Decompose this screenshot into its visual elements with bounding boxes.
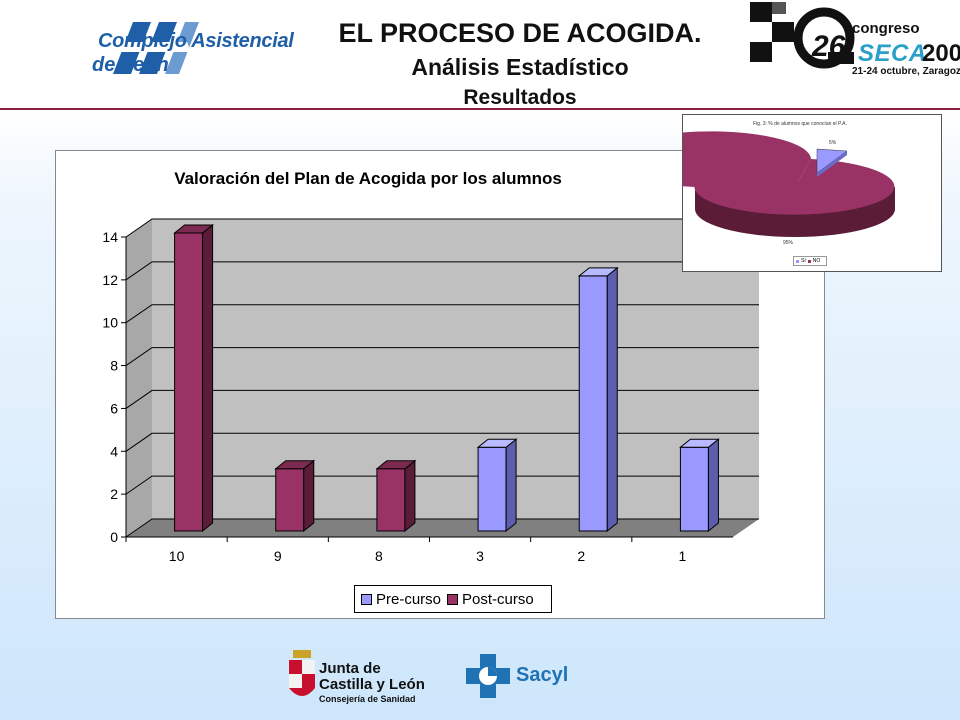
legend-label-post: Post-curso bbox=[462, 590, 534, 608]
sacyl-logo-mark bbox=[466, 654, 510, 698]
pie-legend-label-si: SI bbox=[801, 258, 806, 264]
section-heading: Resultados bbox=[463, 86, 577, 109]
gridline bbox=[125, 389, 759, 409]
pie-slice-no bbox=[694, 159, 895, 215]
bar-Pre-curso-1 bbox=[679, 446, 709, 532]
pie-chart-title: Fig. 3: % de alumnos que conocían el P.A… bbox=[753, 121, 847, 127]
congress-logo-mark bbox=[750, 2, 855, 69]
bar-side bbox=[202, 223, 214, 533]
plot-floor bbox=[126, 519, 759, 537]
congress-name: SECA bbox=[858, 40, 927, 67]
pie-chart-inset: Fig. 3: % de alumnos que conocían el P.A… bbox=[682, 114, 942, 272]
gridline bbox=[125, 304, 759, 324]
bar-side bbox=[505, 438, 517, 533]
x-tick-label: 8 bbox=[375, 548, 383, 564]
bar-Post-curso-9 bbox=[275, 468, 305, 532]
x-tick-label: 2 bbox=[577, 548, 585, 564]
pie-legend-swatch-si bbox=[796, 259, 799, 263]
congress-number-value: 26 bbox=[812, 30, 846, 63]
congress-number: 26o bbox=[812, 30, 853, 64]
bar-side bbox=[606, 266, 618, 533]
junta-name-line1: Junta de bbox=[319, 660, 381, 677]
congress-word: congreso bbox=[852, 20, 920, 37]
pie-chart-plot bbox=[683, 131, 895, 237]
x-tick-label: 3 bbox=[476, 548, 484, 564]
bar-top bbox=[678, 438, 720, 448]
bar-top bbox=[375, 460, 417, 470]
y-tick-label: 4 bbox=[110, 443, 118, 459]
header-divider bbox=[0, 108, 960, 110]
pie-legend-swatch-no bbox=[807, 259, 811, 263]
pie-legend-label-no: NO bbox=[812, 258, 821, 264]
y-tick-label: 8 bbox=[110, 358, 118, 374]
x-tick-label: 9 bbox=[274, 548, 282, 564]
complejo-asistencial-logo-mark bbox=[113, 22, 199, 74]
legend-label-pre: Pre-curso bbox=[376, 590, 442, 608]
y-tick-label: 10 bbox=[102, 315, 118, 331]
sacyl-name: Sacyl bbox=[516, 664, 569, 686]
chart-legend: Pre-curso Post-curso bbox=[354, 585, 552, 613]
pie-legend: SI NO bbox=[793, 256, 827, 266]
pie-label-no: 95% bbox=[783, 240, 794, 246]
congress-dates: 21-24 octubre, Zaragoza bbox=[852, 66, 960, 77]
junta-name-line2: Castilla y León bbox=[319, 676, 425, 693]
bar-Post-curso-8 bbox=[376, 468, 406, 532]
page-title: EL PROCESO DE ACOGIDA. bbox=[338, 18, 702, 48]
gridline bbox=[125, 347, 759, 366]
bar-Pre-curso-2 bbox=[578, 275, 608, 532]
gridline bbox=[125, 518, 759, 538]
y-tick-label: 2 bbox=[110, 486, 118, 502]
bar-top bbox=[577, 267, 619, 277]
bar-Pre-curso-3 bbox=[477, 446, 507, 532]
gridline bbox=[125, 261, 759, 281]
congress-year: 2008 bbox=[922, 40, 960, 67]
org-name-line1: Complejo Asistencial bbox=[98, 30, 294, 52]
legend-swatch-pre bbox=[361, 593, 372, 605]
y-tick-label: 14 bbox=[102, 229, 118, 245]
bar-side bbox=[303, 459, 315, 533]
x-tick-label: 1 bbox=[679, 548, 687, 564]
chart-title: Valoración del Plan de Acogida por los a… bbox=[174, 169, 562, 188]
gridline bbox=[125, 218, 759, 238]
page-subtitle: Análisis Estadístico bbox=[411, 54, 629, 80]
junta-department: Consejería de Sanidad bbox=[319, 694, 416, 704]
pie-slice-si-side bbox=[817, 151, 847, 177]
bar-side bbox=[707, 438, 719, 533]
bar-top bbox=[173, 224, 215, 234]
y-tick-label: 6 bbox=[110, 400, 118, 416]
org-name-line2: de León bbox=[92, 54, 169, 76]
plot-side-wall bbox=[126, 219, 152, 537]
bar-Post-curso-10 bbox=[174, 232, 204, 532]
congress-number-suffix: o bbox=[845, 34, 853, 48]
bar-side bbox=[404, 459, 416, 533]
y-tick-label: 0 bbox=[110, 529, 118, 545]
gridline bbox=[125, 475, 759, 495]
plot-back-wall bbox=[152, 219, 759, 519]
pie-slice-no-2 bbox=[683, 131, 811, 187]
bar-top bbox=[476, 438, 518, 448]
gridline bbox=[125, 432, 759, 452]
pie-label-si: 5% bbox=[829, 140, 837, 146]
x-tick-label: 10 bbox=[169, 548, 185, 564]
y-tick-label: 12 bbox=[102, 272, 118, 288]
legend-swatch-post bbox=[447, 593, 459, 605]
junta-shield-logo bbox=[289, 650, 315, 696]
bar-top bbox=[274, 460, 316, 470]
bar-chart-plot: 0 2 4 6 8 10 12 14 10 9 8 3 2 1 bbox=[102, 218, 759, 564]
